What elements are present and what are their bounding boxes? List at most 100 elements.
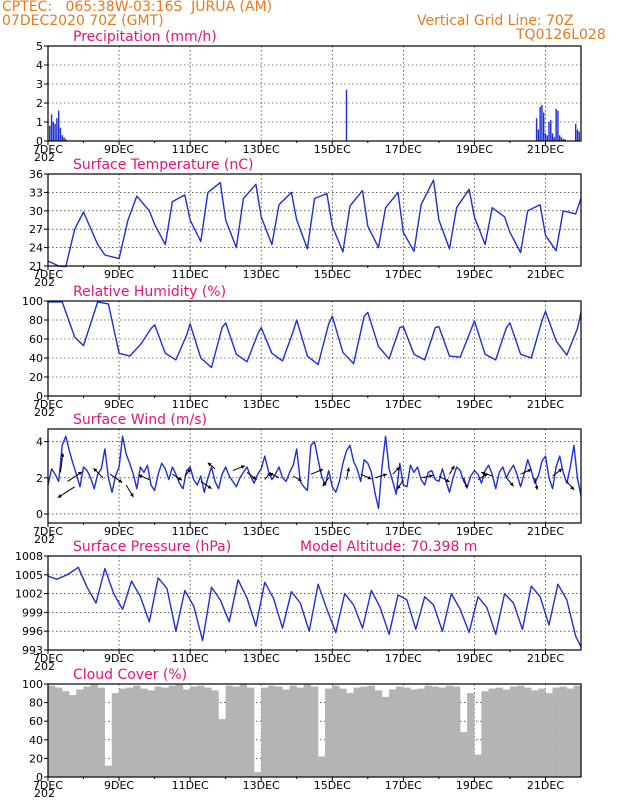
cloud-bar	[97, 687, 106, 778]
temp-ytick-label: 24	[29, 242, 43, 255]
cloud-ytick-label: 80	[29, 697, 43, 710]
wind-ytick-label: 4	[36, 436, 43, 449]
pressure-ytick-label: 1002	[15, 588, 43, 601]
wind-xtick-label: 9DEC	[104, 525, 134, 538]
cloud-ytick-label: 0	[36, 771, 43, 784]
wind-title: Surface Wind (m/s)	[73, 412, 207, 428]
wind-arrow-head	[129, 493, 134, 498]
cloud-bar	[47, 685, 56, 778]
rh-xtick-label: 17DEC	[385, 398, 422, 411]
temp-ytick-label: 36	[29, 168, 43, 181]
precip-xtick-label: 9DEC	[104, 143, 134, 156]
wind-arrow-head	[382, 473, 387, 478]
rh-ytick-label: 40	[29, 352, 43, 365]
cloud-xtick-label: 19DEC	[456, 779, 493, 792]
cloud-year-fragment: 202	[34, 787, 55, 800]
precip-xtick-label: 15DEC	[314, 143, 351, 156]
wind-arrow-head	[346, 467, 351, 472]
cloud-bar	[154, 686, 162, 778]
pressure-xtick-label: 19DEC	[456, 652, 493, 665]
rh-xtick-label: 19DEC	[456, 398, 493, 411]
cloud-ytick-label: 100	[22, 678, 43, 691]
wind-xtick-label: 21DEC	[527, 525, 564, 538]
pressure-ytick-label: 996	[22, 625, 43, 638]
precip-bar	[548, 122, 550, 141]
cloud-bar	[282, 689, 290, 778]
rh-title: Relative Humidity (%)	[73, 284, 226, 300]
rh-frame	[47, 300, 582, 397]
header-date: 07DEC2020 70Z (GMT)	[2, 13, 164, 29]
precip-xtick-label: 11DEC	[172, 143, 209, 156]
cloud-bar	[69, 695, 77, 778]
cloud-bar	[246, 687, 255, 778]
cloud-bar	[111, 693, 120, 778]
pressure-xtick-label: 7DEC	[33, 652, 63, 665]
wind-year-fragment: 202	[34, 533, 55, 546]
cloud-bar	[332, 685, 340, 778]
precip-ytick-label: 3	[36, 78, 43, 91]
cloud-bar	[538, 688, 546, 778]
cloud-bar	[225, 685, 233, 778]
cloud-bar	[523, 687, 532, 778]
cloud-bar	[189, 686, 198, 778]
cloud-bar	[403, 687, 411, 778]
cloud-xtick-label: 9DEC	[104, 779, 134, 792]
cloud-xtick-label: 21DEC	[527, 779, 564, 792]
temp-title: Surface Temperature (nC)	[73, 157, 254, 173]
temp-xtick-label: 13DEC	[243, 268, 280, 281]
cloud-bar	[239, 684, 248, 778]
temp-series-line	[47, 179, 582, 268]
cloud-ytick-label: 60	[29, 715, 43, 728]
cloud-title: Cloud Cover (%)	[73, 667, 187, 683]
pressure-xtick-label: 9DEC	[104, 652, 134, 665]
cloud-bar	[495, 687, 503, 778]
wind-xtick-label: 7DEC	[33, 525, 63, 538]
cloud-bar	[126, 687, 134, 778]
cloud-bar	[275, 686, 283, 778]
cloud-bar	[303, 684, 312, 778]
wind-arrow-head	[450, 465, 455, 470]
wind-arrow-head	[207, 485, 212, 489]
pressure-xtick-label: 17DEC	[385, 652, 422, 665]
precip-xtick-label: 19DEC	[456, 143, 493, 156]
cloud-bar	[566, 688, 575, 778]
cloud-bar	[317, 756, 326, 778]
rh-ytick-label: 80	[29, 314, 43, 327]
cloud-ytick-label: 20	[29, 752, 43, 765]
cloud-bar	[481, 691, 489, 778]
precip-bar	[560, 137, 563, 141]
wind-arrow-head	[481, 471, 486, 476]
cloud-bar	[197, 685, 205, 778]
wind-arrow-head	[318, 468, 323, 473]
cloud-bar	[460, 732, 468, 778]
wind-frame	[47, 428, 582, 524]
cloud-bar	[118, 688, 127, 778]
cloud-bar	[353, 687, 361, 778]
wind-arrow-head	[558, 468, 563, 473]
precip-bar	[54, 123, 56, 141]
cloud-bar	[140, 688, 148, 778]
precip-bar	[576, 129, 579, 141]
cloud-bar	[367, 685, 376, 778]
cloud-bar	[396, 686, 404, 778]
header-grid-line: Vertical Grid Line: 70Z	[417, 13, 574, 29]
rh-xtick-label: 7DEC	[33, 398, 63, 411]
rh-ytick-label: 60	[29, 333, 43, 346]
precip-xtick-label: 13DEC	[243, 143, 280, 156]
pressure-frame	[47, 555, 582, 651]
rh-xtick-label: 15DEC	[314, 398, 351, 411]
cloud-bar	[289, 685, 297, 778]
wind-arrow-head	[445, 478, 450, 482]
precip-year-fragment: 202	[34, 151, 55, 164]
precip-ytick-label: 1	[36, 116, 43, 129]
cloud-bar	[410, 689, 418, 778]
precip-bar	[63, 137, 65, 141]
wind-xtick-label: 15DEC	[314, 525, 351, 538]
cloud-bar	[253, 772, 262, 778]
precip-ytick-label: 2	[36, 97, 43, 110]
header-model-id: TQ0126L028	[516, 27, 606, 43]
temp-xtick-label: 11DEC	[172, 268, 209, 281]
rh-xtick-label: 21DEC	[527, 398, 564, 411]
cloud-bar	[381, 696, 390, 778]
wind-ytick-label: 0	[36, 508, 43, 521]
